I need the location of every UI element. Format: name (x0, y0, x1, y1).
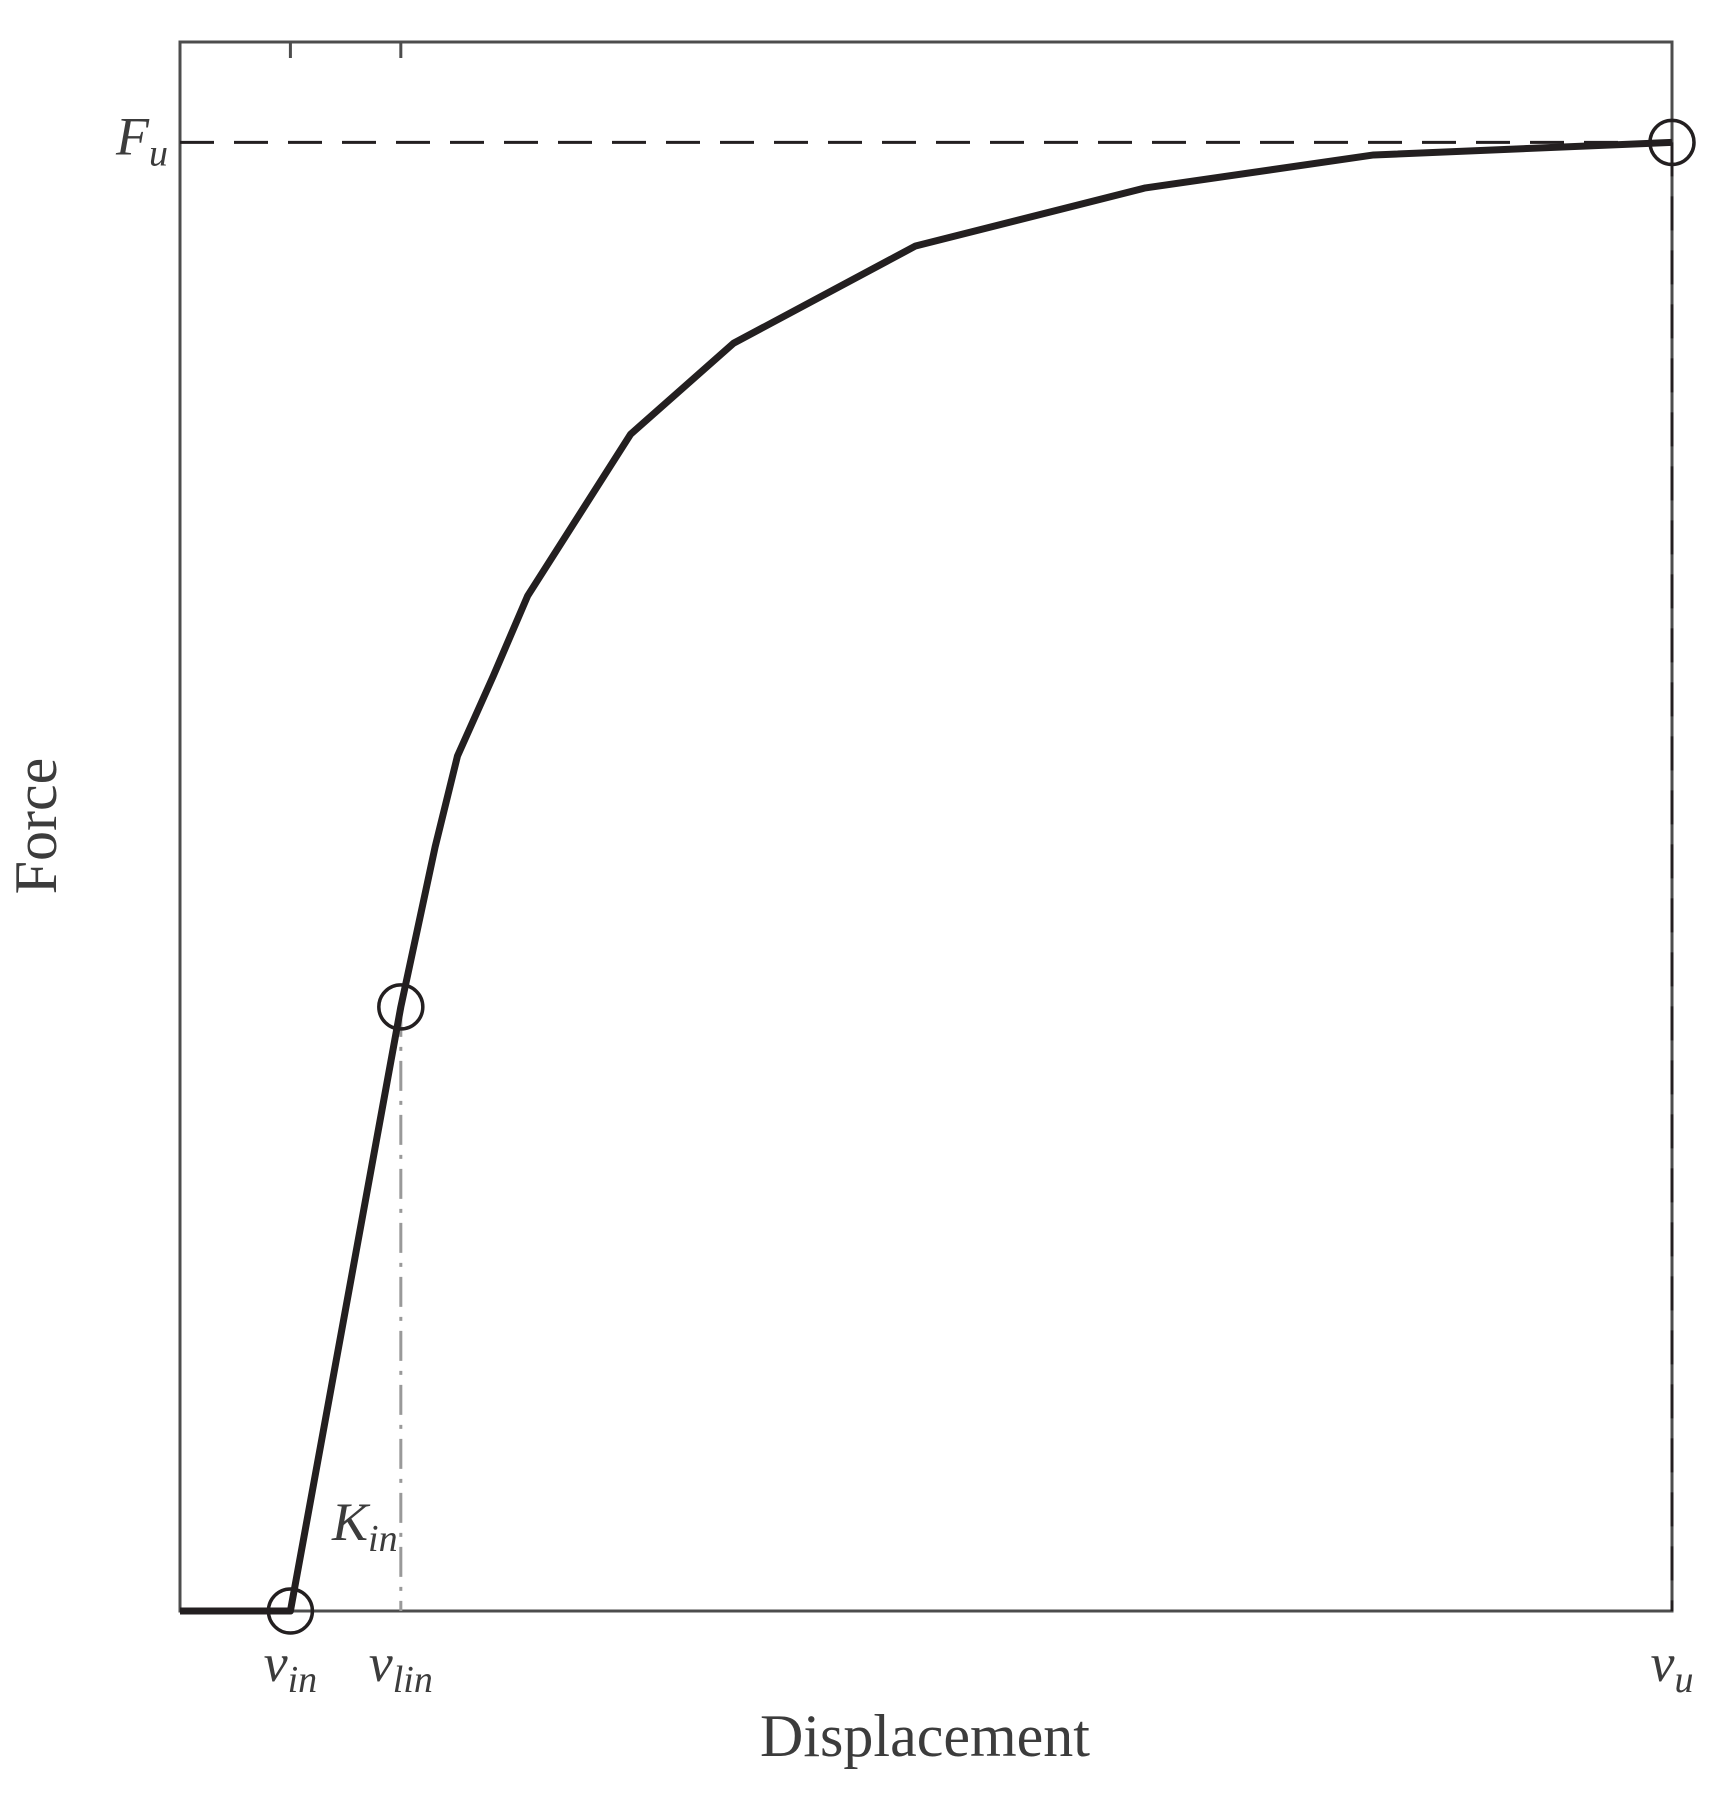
y-tick-label-base: F (115, 107, 150, 167)
x-tick-label-base: v (264, 1633, 288, 1693)
x-tick-label-base: v (1651, 1633, 1675, 1693)
point-marker (377, 983, 425, 1031)
y-tick-label: Fu (115, 107, 168, 174)
y-axis-label: Force (3, 758, 69, 895)
x-tick-label-subscript: lin (393, 1659, 433, 1701)
x-tick-label-subscript: u (1674, 1659, 1693, 1701)
curve (180, 138, 1673, 1615)
x-axis-label: Displacement (760, 1703, 1090, 1769)
x-tick-label: vu (1651, 1633, 1694, 1700)
annotation: Kin (331, 1492, 398, 1559)
point-marker (266, 1587, 315, 1635)
annotation-base: K (331, 1492, 371, 1552)
annotation-subscript: in (368, 1518, 398, 1560)
x-tick-label-subscript: in (288, 1659, 318, 1701)
x-tick-label: vlin (369, 1633, 433, 1700)
y-tick-label-subscript: u (149, 132, 168, 174)
point-marker (1648, 118, 1696, 167)
x-tick-label-base: v (369, 1633, 393, 1693)
plot-frame (178, 40, 1674, 1613)
x-tick-label: vin (264, 1633, 318, 1700)
